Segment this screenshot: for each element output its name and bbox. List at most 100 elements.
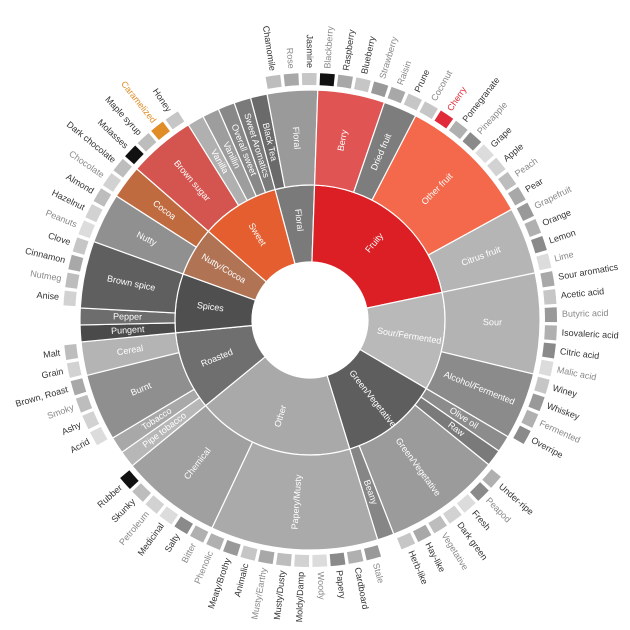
swatch-salty bbox=[174, 516, 193, 535]
swatch-skunky bbox=[132, 483, 152, 502]
swatch-blueberry bbox=[354, 77, 371, 93]
swatch-butyric-acid bbox=[544, 307, 557, 323]
leaf-label-almond: Almond bbox=[64, 172, 95, 196]
swatch-maple-syrup bbox=[137, 133, 157, 152]
leaf-label-hay-like: Hay-like bbox=[423, 540, 447, 573]
swatch-acetic-acid bbox=[543, 289, 557, 305]
swatch-cinnamon bbox=[68, 254, 84, 272]
leaf-label-orange: Orange bbox=[541, 207, 573, 228]
leaf-label-hazelnut: Hazelnut bbox=[50, 188, 87, 213]
leaf-label-blueberry: Blueberry bbox=[359, 35, 377, 75]
leaf-label-rose: Rose bbox=[285, 47, 297, 69]
label-pepper: Pepper bbox=[113, 311, 142, 321]
leaf-label-animalic: Animalic bbox=[232, 562, 250, 598]
swatch-medicinal bbox=[159, 506, 179, 525]
leaf-label-bitter: Bitter bbox=[180, 541, 199, 564]
leaf-label-sour-aromatics: Sour aromatics bbox=[557, 262, 619, 282]
swatch-grapefruit bbox=[516, 202, 534, 221]
swatch-malt bbox=[64, 344, 79, 360]
leaf-label-cherry: Cherry bbox=[445, 84, 469, 112]
swatch-moldy-damp bbox=[294, 554, 310, 567]
leaf-label-malic-acid: Malic acid bbox=[556, 365, 597, 383]
swatch-herb-like bbox=[397, 532, 416, 550]
label-pungent: Pungent bbox=[111, 324, 146, 336]
swatch-molasses bbox=[125, 145, 144, 165]
leaf-label-prune: Prune bbox=[412, 68, 431, 94]
leaf-label-anise: Anise bbox=[36, 290, 59, 302]
swatch-cardboard bbox=[346, 549, 364, 564]
swatch-whiskey bbox=[528, 393, 545, 412]
swatch-under-ripe bbox=[482, 469, 501, 488]
leaf-label-cardboard: Cardboard bbox=[353, 567, 371, 611]
leaf-label-lime: Lime bbox=[553, 249, 574, 263]
swatch-hay-like bbox=[412, 524, 432, 543]
leaf-label-musty-dusty: Musty/Dusty bbox=[272, 569, 287, 620]
swatch-jasmine bbox=[301, 73, 317, 86]
swatch-clove bbox=[72, 237, 89, 255]
leaf-label-raspberry: Raspberry bbox=[341, 28, 357, 71]
swatch-orange bbox=[524, 219, 542, 237]
swatch-bitter bbox=[189, 525, 209, 543]
swatch-overripe bbox=[513, 425, 531, 444]
swatch-winey bbox=[534, 376, 550, 394]
leaf-label-peach: Peach bbox=[513, 156, 540, 179]
leaf-label-strawberry: Strawberry bbox=[377, 35, 399, 80]
swatch-lime bbox=[536, 253, 552, 271]
label-berry: Berry bbox=[336, 128, 350, 151]
swatch-rose bbox=[283, 73, 299, 87]
leaf-label-fresh: Fresh bbox=[470, 508, 493, 532]
swatch-cherry bbox=[434, 110, 454, 129]
swatch-anise bbox=[63, 290, 77, 307]
swatch-raspberry bbox=[336, 74, 353, 89]
leaf-label-grape: Grape bbox=[489, 125, 514, 149]
leaf-label-nutmeg: Nutmeg bbox=[30, 268, 63, 283]
swatch-chamomile bbox=[265, 74, 282, 89]
leaf-label-salty: Salty bbox=[163, 531, 182, 554]
leaf-label-whiskey: Whiskey bbox=[545, 401, 581, 422]
swatch-stale bbox=[363, 545, 382, 561]
leaf-label-herb-like: Herb-like bbox=[406, 549, 430, 586]
leaf-label-citric-acid: Citric acid bbox=[559, 346, 599, 361]
swatch-papery bbox=[329, 552, 346, 567]
swatch-peanuts bbox=[78, 220, 95, 239]
swatch-petroleum bbox=[145, 495, 165, 514]
swatch-grain bbox=[66, 361, 82, 378]
swatch-apple bbox=[487, 157, 506, 177]
label-sour: Sour bbox=[483, 317, 502, 327]
segment-sweet-sweet-aromatics bbox=[233, 97, 276, 194]
label-floral: Floral bbox=[293, 208, 305, 232]
swatch-chocolate bbox=[102, 173, 122, 192]
leaf-label-acrid: Acrid bbox=[68, 436, 91, 455]
swatch-pear bbox=[507, 186, 526, 206]
swatch-rubber bbox=[120, 470, 139, 490]
leaf-label-moldy-damp: Moldy/Damp bbox=[294, 572, 306, 623]
leaf-label-raisin: Raisin bbox=[395, 59, 413, 86]
leaf-label-grain: Grain bbox=[41, 366, 65, 380]
swatch-citric-acid bbox=[542, 342, 556, 359]
swatch-brown-roast bbox=[70, 378, 87, 396]
swatch-hazelnut bbox=[85, 203, 103, 223]
swatch-dark-green bbox=[442, 505, 462, 524]
swatch-coconut bbox=[419, 101, 438, 119]
swatch-grape bbox=[475, 144, 494, 164]
leaf-label-smoky: Smoky bbox=[46, 402, 76, 421]
swatch-fermented bbox=[521, 409, 539, 428]
swatch-strawberry bbox=[371, 81, 389, 98]
leaf-label-acetic-acid: Acetic acid bbox=[560, 286, 604, 300]
swatch-sour-aromatics bbox=[540, 271, 555, 288]
swatch-honey bbox=[165, 111, 185, 130]
swatch-meaty-brothy bbox=[223, 539, 241, 556]
leaf-label-ashy: Ashy bbox=[60, 419, 83, 437]
swatch-lemon bbox=[530, 235, 547, 254]
swatch-woody bbox=[312, 554, 328, 567]
swatch-dark-chocolate bbox=[113, 158, 132, 178]
swatch-peach bbox=[498, 171, 517, 191]
swatch-musty-dusty bbox=[276, 552, 292, 567]
leaf-label-isovaleric-acid: Isovaleric acid bbox=[561, 328, 618, 341]
swatch-ashy bbox=[82, 411, 100, 430]
leaf-label-peanuts: Peanuts bbox=[44, 208, 79, 230]
swatch-malic-acid bbox=[538, 359, 554, 377]
swatch-animalic bbox=[240, 545, 258, 561]
